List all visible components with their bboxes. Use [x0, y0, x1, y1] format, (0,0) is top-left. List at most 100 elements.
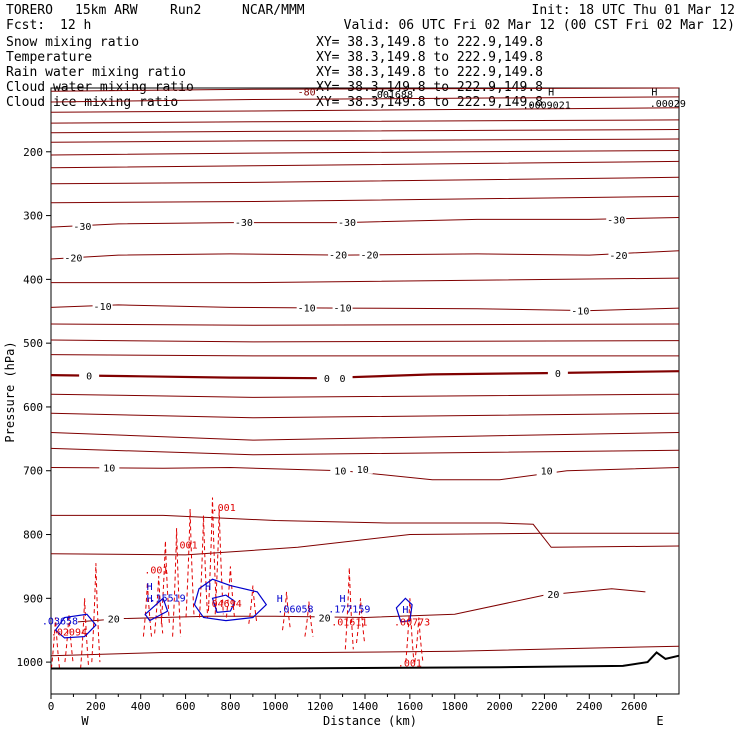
cloud-value-label: .177159	[328, 604, 370, 615]
temperature-contour-line	[50, 129, 680, 134]
cloud-water-contour	[193, 578, 268, 622]
maximum-marker: H	[205, 582, 211, 593]
x-tick-label: 1200	[307, 700, 334, 713]
x-tick-label: 2200	[531, 700, 558, 713]
legend-name: Snow mixing ratio	[6, 35, 139, 50]
maximum-marker: H	[548, 88, 554, 99]
y-tick-label: 900	[23, 592, 43, 605]
contour-label-background	[316, 372, 337, 384]
temperature-contour-label: 10	[103, 464, 115, 475]
maximum-marker: H	[340, 594, 346, 605]
axis-ticks: 0 200 400 600 800 1000 1200 1400 1600 1800 2000 220…	[17, 146, 658, 713]
x-tick-label: 600	[176, 700, 196, 713]
x-tick-label: 2400	[576, 700, 603, 713]
temperature-contour-label: -20	[360, 250, 378, 261]
rain-value-label: .001	[398, 659, 422, 670]
rain-mixing-contour	[225, 566, 235, 618]
temperature-contour-label: -30	[235, 218, 253, 229]
maximum-marker: H	[147, 582, 153, 593]
contour-label-background	[332, 372, 353, 384]
temperature-contour-line	[51, 514, 680, 548]
contour-label-background	[543, 587, 564, 599]
y-tick-label: 200	[23, 146, 43, 159]
rain-mixing-contour	[185, 508, 195, 618]
y-tick-label: 300	[23, 210, 43, 223]
rain-value-label: .001	[212, 503, 236, 514]
east-endpoint-label: E	[656, 714, 663, 728]
legend: Snow mixing ratio XY= 38.3,149.8 to 222.…	[6, 35, 543, 110]
x-tick-label: 2600	[621, 700, 648, 713]
temperature-contour-line	[50, 323, 680, 326]
contour-label-background	[570, 304, 591, 316]
rain-mixing-contour	[172, 528, 182, 637]
temperature-contour-label: -20	[609, 251, 627, 262]
plot-title: -80	[298, 88, 316, 99]
legend-xy: XY= 38.3,149.8 to 222.9,149.8	[316, 50, 543, 65]
rain-mixing-contour	[344, 567, 354, 650]
temperature-contour-label: 20	[319, 613, 331, 624]
contour-label-background	[63, 251, 84, 263]
contour-labels: -30 -30 -30 -30-20 -20 -20 -20-10 -10 -10 -100 0 0 0…	[42, 88, 686, 670]
temperature-contour-label: -10	[571, 307, 589, 318]
rain-value-label: .04694	[206, 599, 242, 610]
ice-value-label: .001688	[371, 90, 413, 101]
rain-value-label: .02094	[51, 627, 87, 638]
temperature-contour-label: -10	[94, 302, 112, 313]
temperature-contour-line	[50, 354, 679, 357]
cloud-water-contour	[211, 594, 236, 613]
temperature-contour-line	[50, 119, 680, 124]
x-tick-label: 400	[131, 700, 151, 713]
cloud-water-contour	[144, 597, 169, 622]
maximum-marker: H	[147, 594, 153, 605]
temperature-contour-line	[50, 339, 680, 343]
rain-mixing-contour	[282, 591, 291, 631]
y-axis-label: Pressure (hPa)	[3, 341, 17, 442]
rain-mixing-contour	[304, 601, 314, 637]
rain-mixing-contour	[356, 598, 366, 644]
temperature-contour-label: -30	[338, 218, 356, 229]
temperature-contour-line	[50, 150, 680, 156]
legend-xy: XY= 38.3,149.8 to 222.9,149.8	[316, 35, 543, 50]
temperature-contour-line	[50, 370, 680, 380]
maximum-marker: H	[651, 88, 657, 99]
legend-xy: XY= 38.3,149.8 to 222.9,149.8	[316, 65, 543, 80]
terrain	[51, 651, 680, 670]
x-tick-label: 200	[86, 700, 106, 713]
rain-mixing-contour	[414, 617, 424, 663]
temperature-contour-label: -10	[334, 303, 352, 314]
contour-label-background	[72, 219, 93, 231]
cloud-value-label: .06058	[277, 604, 313, 615]
x-tick-label: 1000	[262, 700, 289, 713]
temperature-contour-label: 0	[340, 374, 346, 385]
west-endpoint-label: W	[81, 714, 89, 728]
contour-label-background	[332, 301, 353, 313]
temperature-contour-label: 0	[324, 374, 330, 385]
contour-label-background	[606, 213, 627, 225]
temperature-contour-label: -20	[64, 254, 82, 265]
cloud-value-label: .15519	[150, 594, 186, 605]
temperature-contour-label: 10	[334, 467, 346, 478]
temperature-contour-line	[50, 138, 680, 143]
contour-label-background	[337, 215, 358, 227]
temperature-contour-line	[50, 645, 680, 657]
header: TORERO 15km ARW Run2 NCAR/MMM Init: 18 U…	[6, 3, 735, 33]
legend-xy: XY= 38.3,149.8 to 222.9,149.8	[316, 95, 543, 110]
terrain-line	[51, 651, 680, 670]
cloud-water-contour	[54, 613, 97, 639]
header-fcst-value: 12 h	[60, 18, 91, 33]
temperature-contour-label: 20	[108, 615, 120, 626]
contour-label-background	[79, 369, 100, 381]
rain-value-label: .00773	[394, 618, 430, 629]
rain-mixing-contour	[50, 617, 60, 669]
legend-name: Rain water mixing ratio	[6, 65, 186, 80]
x-axis-label: Distance (km)	[323, 714, 417, 728]
contour-label-background	[547, 367, 568, 379]
ice-value-label: .0009021	[523, 100, 571, 111]
rain-mixing-contour	[248, 585, 258, 624]
temperature-contour-label: 10	[357, 465, 369, 476]
rain-mixing-contour	[199, 515, 209, 618]
temperature-contour-line	[50, 195, 680, 204]
y-tick-label: 1000	[17, 656, 44, 669]
temperature-contour-label: 10	[541, 467, 553, 478]
contour-label-background	[330, 464, 351, 476]
